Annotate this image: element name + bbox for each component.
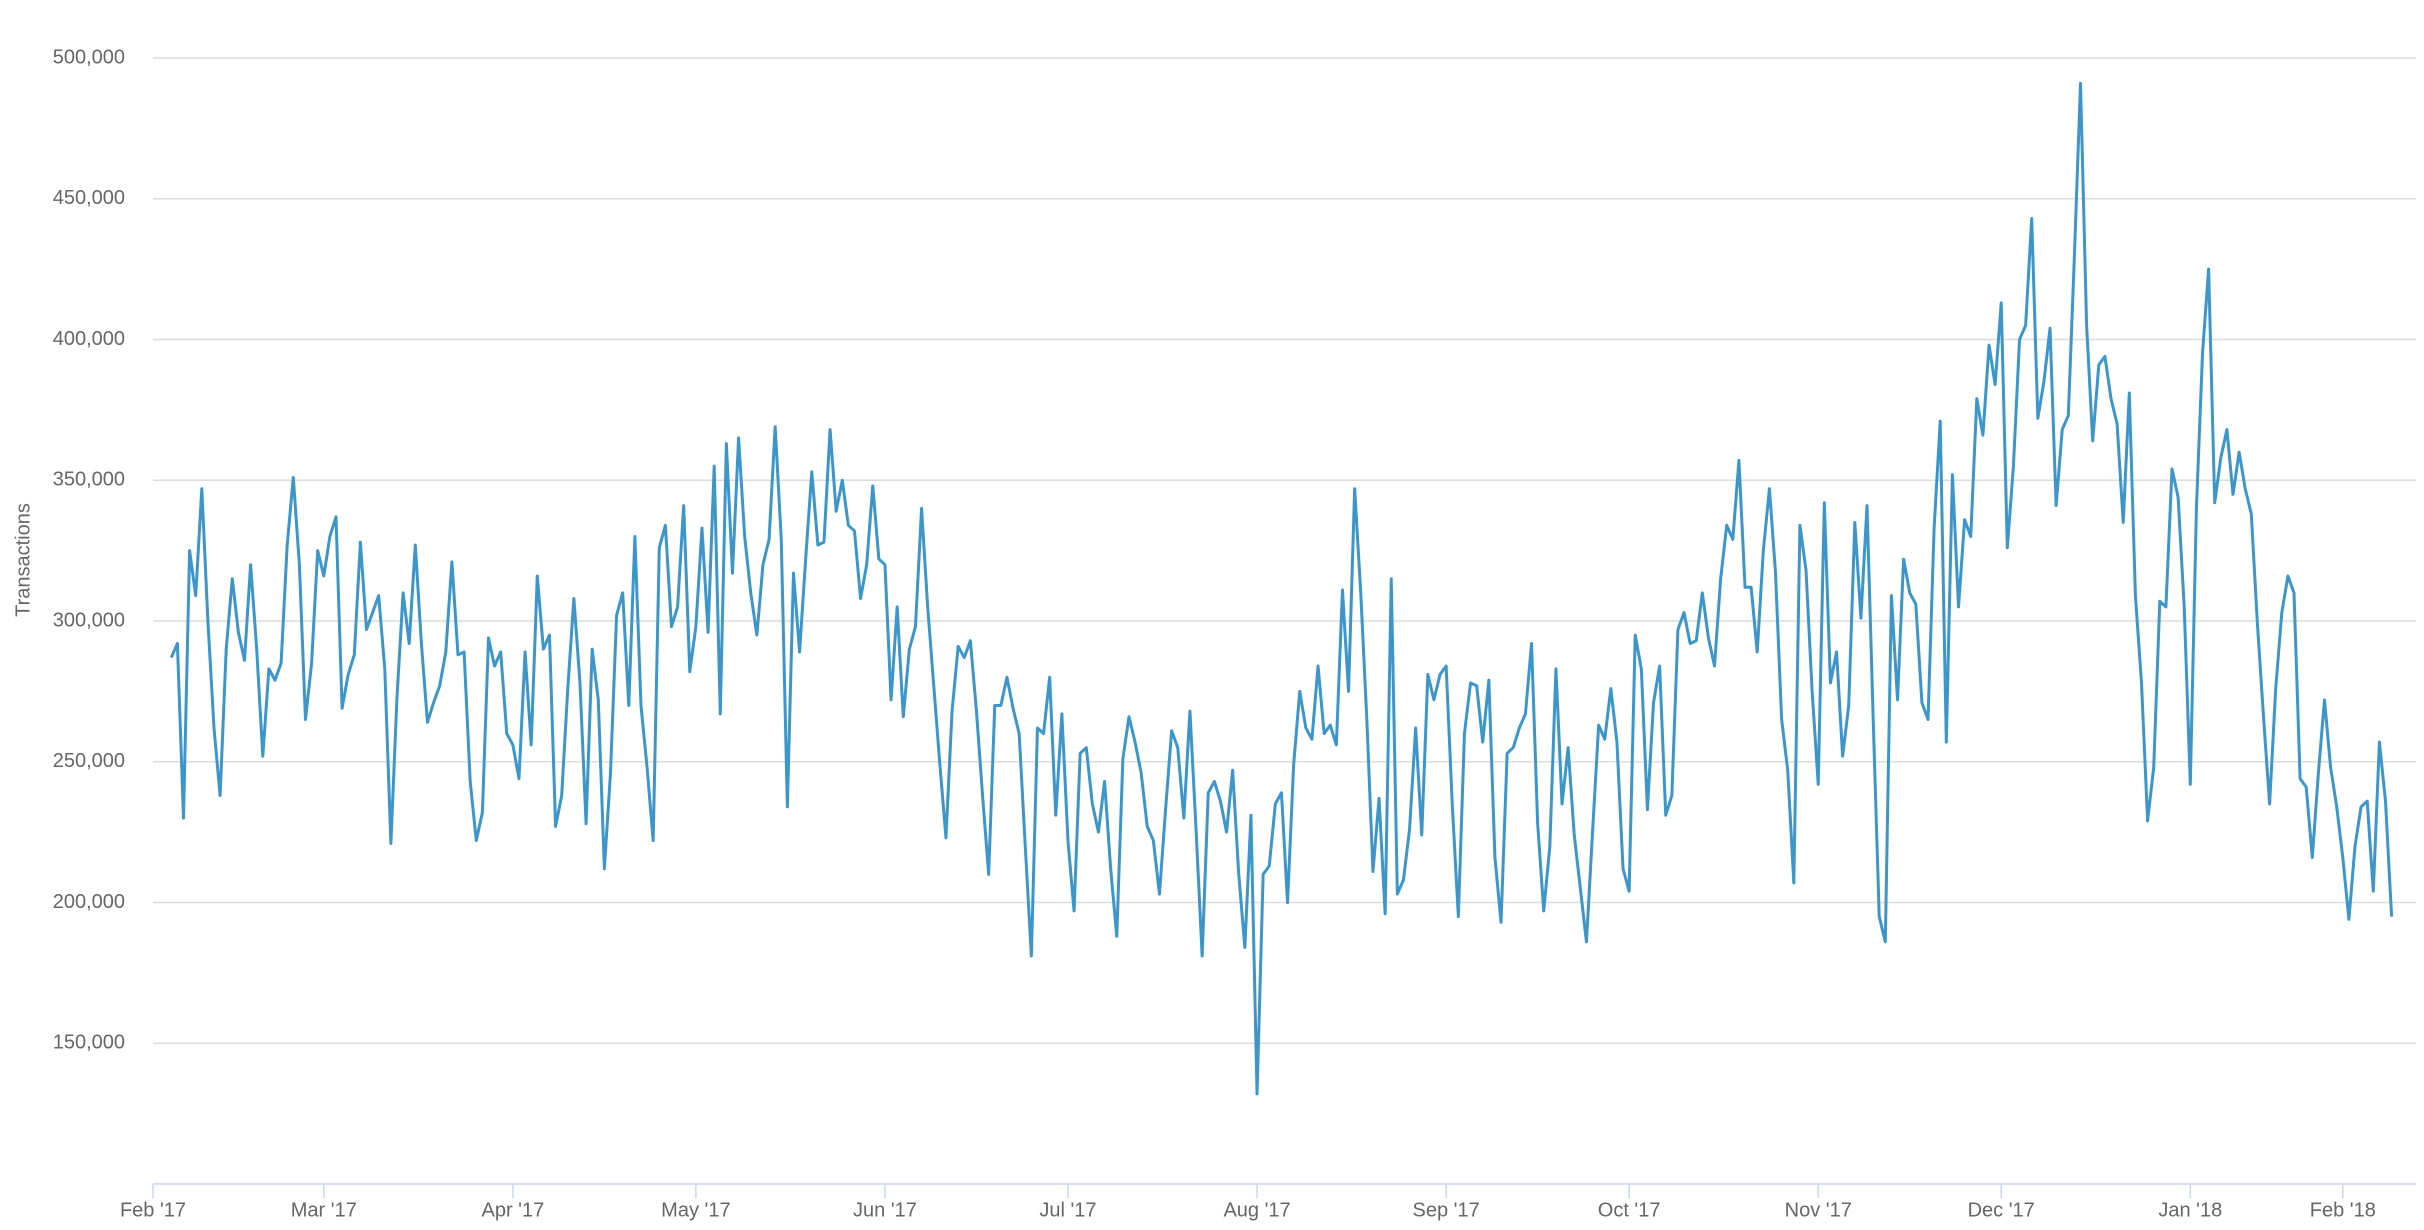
x-tick-label: Feb '17 [120,1199,186,1221]
x-tick-label: Apr '17 [482,1199,545,1221]
y-tick-label: 450,000 [53,187,125,209]
y-tick-label: 200,000 [53,891,125,913]
x-tick-label: Jun '17 [853,1199,917,1221]
x-tick-label: Aug '17 [1223,1199,1290,1221]
series-line [169,81,2394,1096]
x-tick-label: Jan '18 [2158,1199,2222,1221]
x-tick-label: Nov '17 [1785,1199,1852,1221]
x-tick-label: Oct '17 [1598,1199,1661,1221]
x-tick-label: Feb '18 [2310,1199,2376,1221]
x-tick-label: Sep '17 [1413,1199,1480,1221]
y-tick-label: 150,000 [53,1032,125,1054]
x-tick-label: Jul '17 [1039,1199,1096,1221]
x-tick-label: Mar '17 [291,1199,357,1221]
y-tick-label: 350,000 [53,469,125,491]
y-tick-label: 500,000 [53,46,125,68]
y-tick-label: 300,000 [53,609,125,631]
x-tick-label: Dec '17 [1968,1199,2035,1221]
y-tick-label: 400,000 [53,328,125,350]
x-tick-label: May '17 [661,1199,730,1221]
y-axis-title: Transactions [12,503,34,617]
y-tick-label: 250,000 [53,750,125,772]
